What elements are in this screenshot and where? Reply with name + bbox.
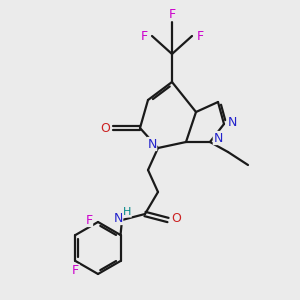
Text: F: F (140, 29, 148, 43)
Text: O: O (171, 212, 181, 224)
Text: N: N (227, 116, 237, 128)
Text: N: N (213, 131, 223, 145)
Text: F: F (196, 29, 204, 43)
Text: F: F (72, 265, 79, 278)
Text: F: F (168, 8, 175, 20)
Text: F: F (85, 214, 93, 226)
Text: N: N (147, 137, 157, 151)
Text: N: N (113, 212, 123, 224)
Text: O: O (100, 122, 110, 134)
Text: H: H (123, 207, 131, 217)
